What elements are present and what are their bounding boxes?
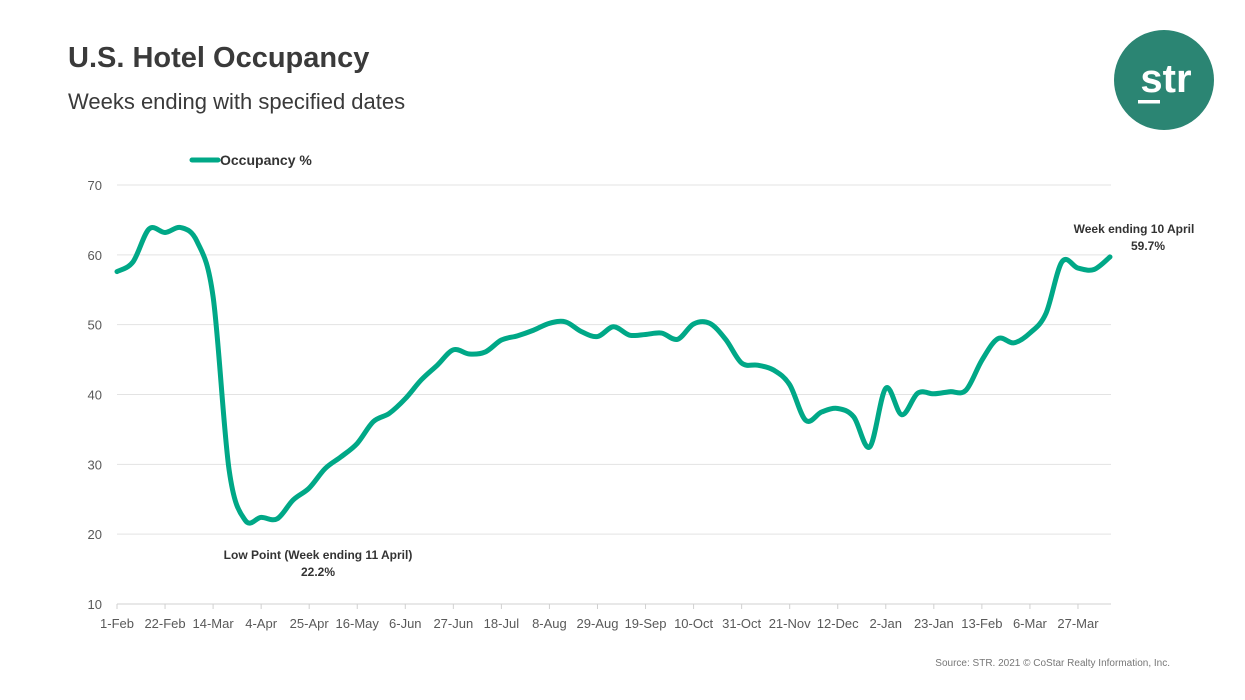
latest-week-annotation: Week ending 10 April	[1074, 222, 1195, 236]
legend-label: Occupancy %	[220, 152, 312, 168]
low-point-annotation: Low Point (Week ending 11 April)	[224, 548, 413, 562]
x-tick-label: 13-Feb	[961, 616, 1002, 631]
source-note: Source: STR. 2021 © CoStar Realty Inform…	[935, 658, 1170, 669]
x-tick-label: 4-Apr	[245, 616, 277, 631]
y-tick-label: 70	[88, 178, 102, 193]
x-tick-label: 23-Jan	[914, 616, 954, 631]
chart-subtitle: Weeks ending with specified dates	[68, 89, 406, 114]
x-tick-label: 27-Jun	[433, 616, 473, 631]
x-tick-label: 21-Nov	[769, 616, 811, 631]
x-tick-label: 14-Mar	[193, 616, 235, 631]
y-tick-label: 60	[88, 248, 102, 263]
y-tick-label: 40	[88, 388, 102, 403]
x-tick-label: 25-Apr	[290, 616, 330, 631]
y-tick-label: 30	[88, 457, 102, 472]
x-tick-label: 31-Oct	[722, 616, 761, 631]
low-point-value: 22.2%	[301, 565, 335, 579]
chart-title: U.S. Hotel Occupancy	[68, 42, 370, 74]
y-tick-label: 10	[88, 597, 102, 612]
latest-week-value: 59.7%	[1131, 239, 1165, 253]
x-tick-label: 27-Mar	[1057, 616, 1099, 631]
x-tick-label: 8-Aug	[532, 616, 567, 631]
occupancy-series-line	[114, 224, 1113, 526]
y-tick-label: 20	[88, 527, 102, 542]
str-logo: str	[1114, 30, 1214, 130]
x-tick-label: 22-Feb	[144, 616, 185, 631]
x-tick-label: 6-Mar	[1013, 616, 1048, 631]
svg-text:str: str	[1140, 57, 1191, 101]
x-tick-label: 16-May	[336, 616, 380, 631]
x-tick-label: 12-Dec	[817, 616, 859, 631]
x-tick-label: 19-Sep	[625, 616, 667, 631]
x-tick-label: 2-Jan	[870, 616, 903, 631]
x-tick-label: 18-Jul	[484, 616, 520, 631]
x-tick-label: 10-Oct	[674, 616, 713, 631]
y-tick-label: 50	[88, 318, 102, 333]
x-tick-label: 1-Feb	[100, 616, 134, 631]
x-tick-label: 29-Aug	[577, 616, 619, 631]
x-tick-label: 6-Jun	[389, 616, 422, 631]
